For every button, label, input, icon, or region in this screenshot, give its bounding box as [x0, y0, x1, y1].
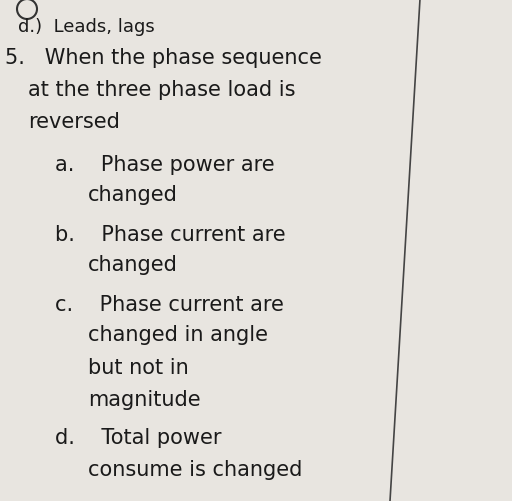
Text: d.)  Leads, lags: d.) Leads, lags	[18, 18, 155, 36]
Text: a.    Phase power are: a. Phase power are	[55, 155, 274, 175]
Text: at the three phase load is: at the three phase load is	[28, 80, 295, 100]
Text: c.    Phase current are: c. Phase current are	[55, 295, 284, 314]
Text: 5.   When the phase sequence: 5. When the phase sequence	[5, 48, 322, 68]
Text: consume is changed: consume is changed	[88, 459, 303, 479]
Text: changed: changed	[88, 255, 178, 275]
Text: changed in angle: changed in angle	[88, 324, 268, 344]
Text: changed: changed	[88, 185, 178, 204]
Text: magnitude: magnitude	[88, 389, 201, 409]
Text: d.    Total power: d. Total power	[55, 427, 222, 447]
Text: reversed: reversed	[28, 112, 120, 132]
Text: but not in: but not in	[88, 357, 189, 377]
Text: b.    Phase current are: b. Phase current are	[55, 224, 286, 244]
